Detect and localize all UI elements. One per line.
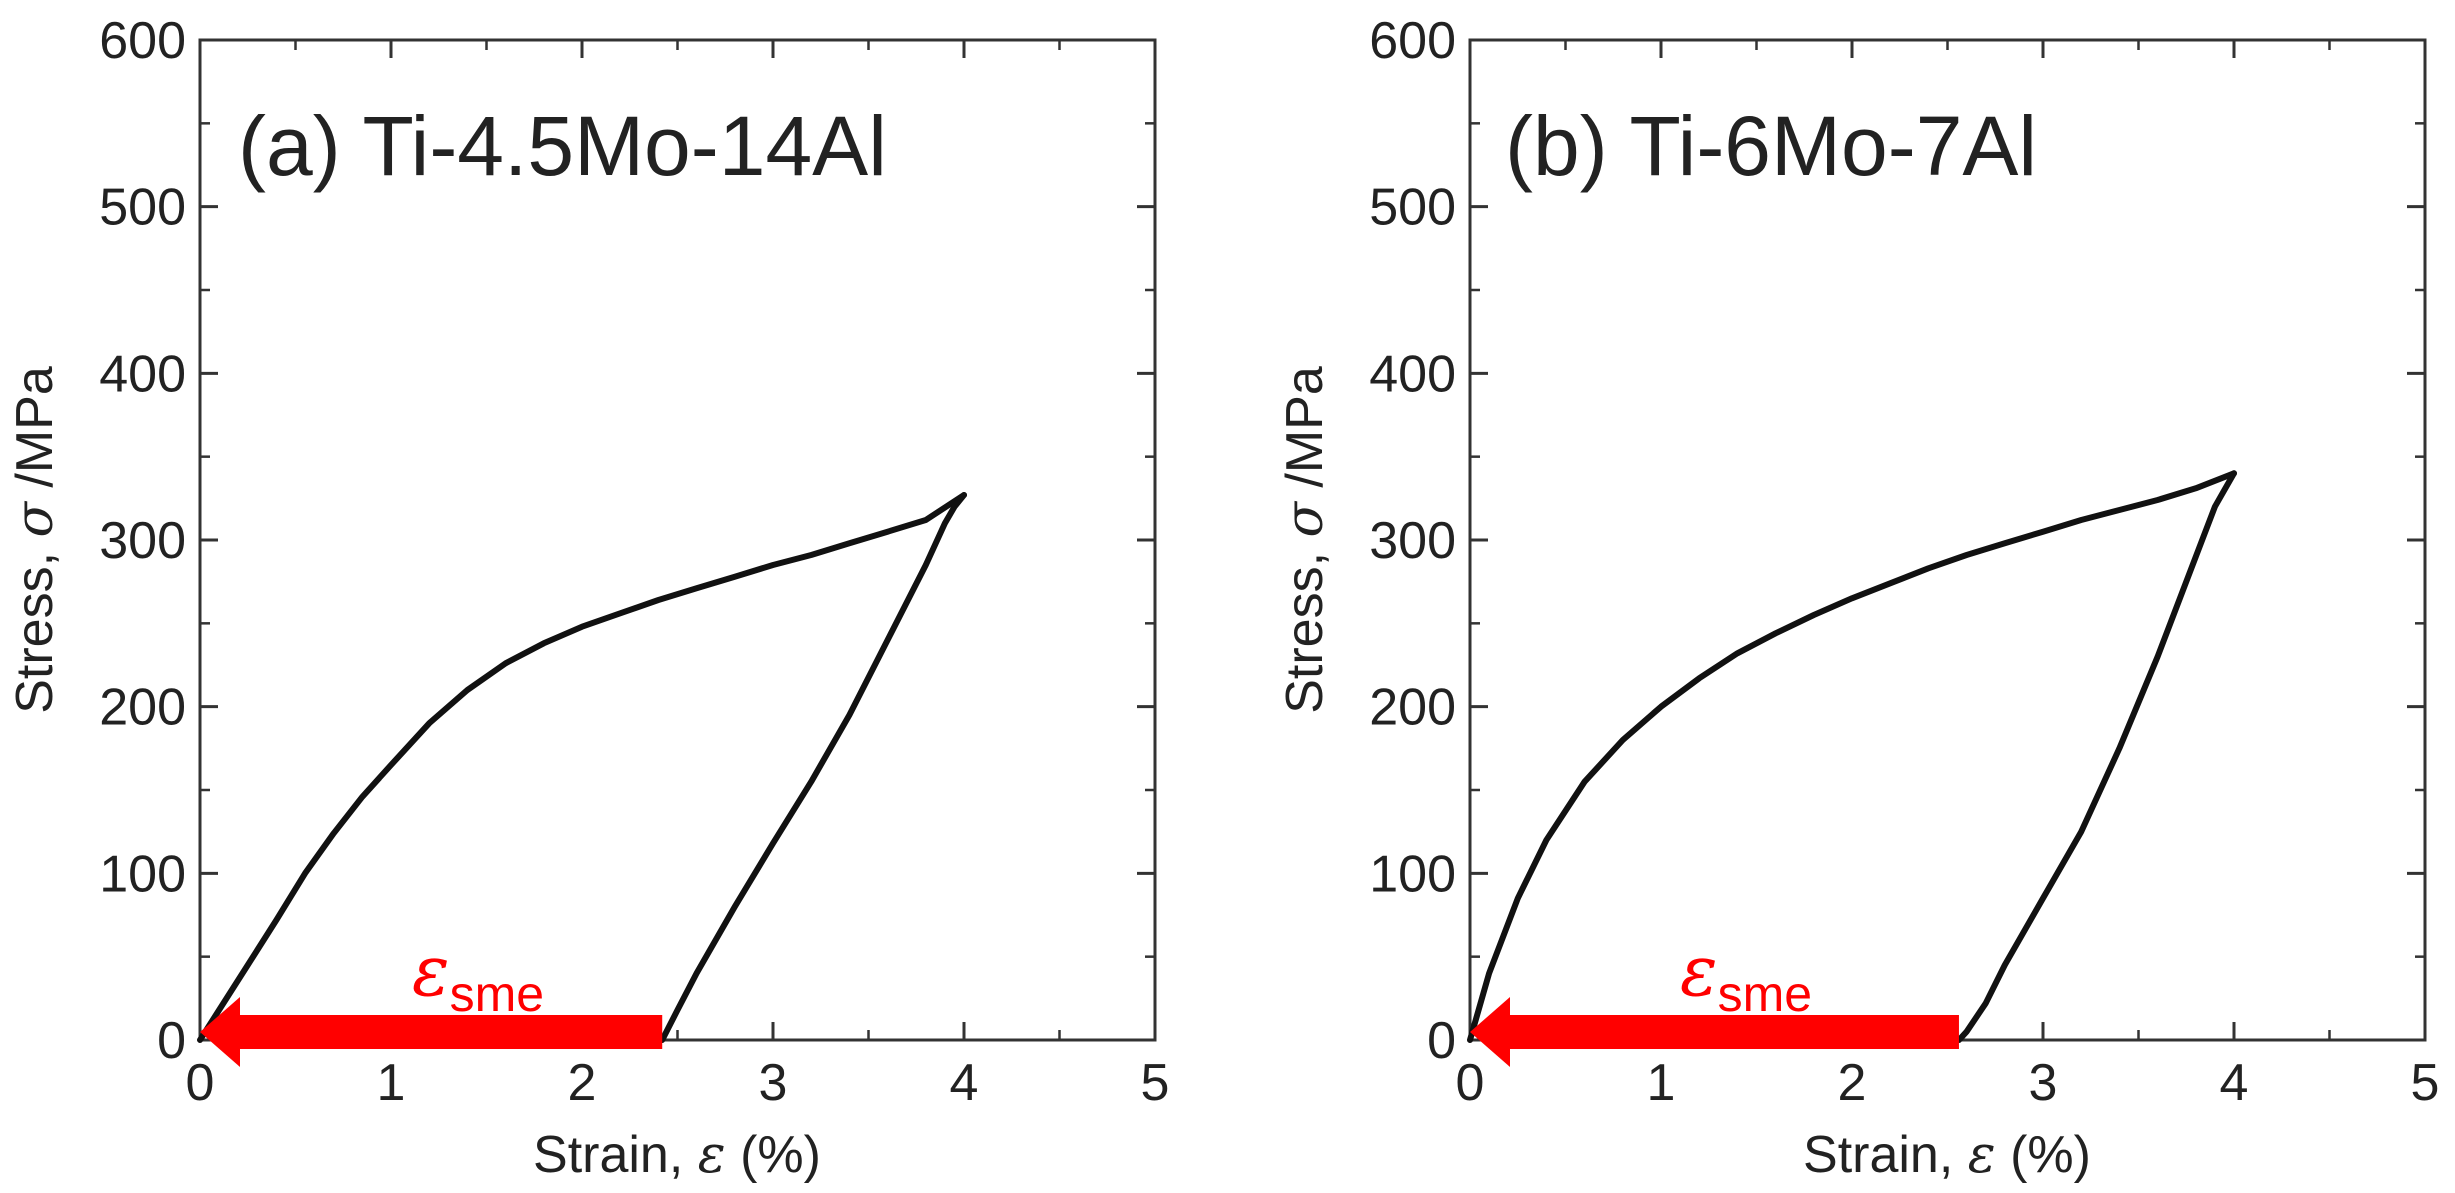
panel-a-ticks <box>198 38 1157 1042</box>
panel-b: 0 1 2 3 4 5 0 100 200 300 400 500 600 (b) Ti-6Mo-7Al… <box>1275 12 2439 1185</box>
sme-arrow-shaft <box>1508 1015 1959 1049</box>
y-tick-label: 100 <box>1369 845 1456 903</box>
x-tick-label: 3 <box>759 1054 788 1112</box>
series-unloading-line <box>1956 470 2237 1043</box>
x-tick-label: 0 <box>186 1054 215 1112</box>
panel-b-ticks <box>1468 38 2427 1042</box>
y-tick-label: 500 <box>99 179 186 237</box>
panel-b-y-axis-label: Stress, σ /MPa <box>1275 366 1335 714</box>
y-tick-label: 200 <box>99 679 186 737</box>
panel-a-sme-arrow <box>200 997 663 1067</box>
series-loading-line <box>197 492 967 1043</box>
x-tick-label: 5 <box>1141 1054 1170 1112</box>
y-tick-label: 300 <box>99 512 186 570</box>
x-tick-label: 3 <box>2029 1054 2058 1112</box>
panel-a-x-axis-label: Strain, ε (%) <box>533 1125 821 1185</box>
panel-a-data-lines <box>197 492 967 1043</box>
sme-arrow-head <box>1470 997 1510 1067</box>
x-tick-label: 1 <box>1647 1054 1676 1112</box>
y-tick-label: 600 <box>99 12 186 70</box>
panel-a-y-axis-label: Stress, σ /MPa <box>5 366 65 714</box>
y-tick-label: 400 <box>1369 345 1456 403</box>
x-tick-label: 4 <box>2220 1054 2249 1112</box>
y-tick-label: 500 <box>1369 179 1456 237</box>
series-unloading-line <box>659 492 967 1043</box>
x-tick-label: 0 <box>1456 1054 1485 1112</box>
y-tick-label: 100 <box>99 845 186 903</box>
y-tick-label: 0 <box>1427 1012 1456 1070</box>
panel-a-sme-label: εsme <box>412 930 544 1022</box>
y-tick-label: 200 <box>1369 679 1456 737</box>
sme-arrow-head <box>200 997 240 1067</box>
panel-a-tick-labels: 0 1 2 3 4 5 0 100 200 300 400 500 600 <box>99 12 1169 1112</box>
x-tick-label: 2 <box>1838 1054 1867 1112</box>
x-tick-label: 1 <box>377 1054 406 1112</box>
x-tick-label: 4 <box>950 1054 979 1112</box>
panel-b-tick-labels: 0 1 2 3 4 5 0 100 200 300 400 500 600 <box>1369 12 2439 1112</box>
panel-b-data-lines <box>1467 470 2237 1043</box>
y-tick-label: 300 <box>1369 512 1456 570</box>
panel-b-title: (b) Ti-6Mo-7Al <box>1505 99 2037 193</box>
y-tick-label: 400 <box>99 345 186 403</box>
panel-b-x-axis-label: Strain, ε (%) <box>1803 1125 2091 1185</box>
panel-b-sme-label: εsme <box>1680 930 1812 1022</box>
sme-arrow-shaft <box>238 1015 663 1049</box>
panel-a-title: (a) Ti-4.5Mo-14Al <box>238 99 887 193</box>
panel-b-sme-arrow <box>1470 997 1959 1067</box>
y-tick-label: 600 <box>1369 12 1456 70</box>
x-tick-label: 5 <box>2411 1054 2440 1112</box>
x-tick-label: 2 <box>568 1054 597 1112</box>
y-tick-label: 0 <box>157 1012 186 1070</box>
series-loading-line <box>1467 470 2237 1043</box>
panel-a: 0 1 2 3 4 5 0 100 200 300 400 500 600 (a) Ti-4.5Mo-1… <box>5 12 1169 1185</box>
